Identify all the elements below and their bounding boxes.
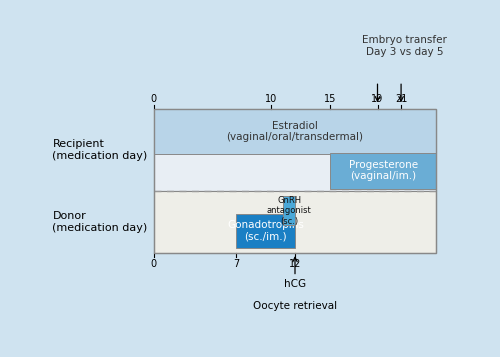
Text: 10: 10	[266, 94, 278, 104]
Text: 0: 0	[150, 258, 156, 268]
Text: Recipient
(medication day): Recipient (medication day)	[52, 139, 148, 161]
Bar	[154, 109, 437, 253]
Bar	[154, 109, 437, 191]
Text: 12: 12	[289, 258, 301, 268]
Text: Progesterone
(vaginal/im.): Progesterone (vaginal/im.)	[349, 160, 418, 181]
Bar	[154, 191, 437, 253]
Text: 15: 15	[324, 94, 336, 104]
Text: 0: 0	[150, 94, 156, 104]
Bar	[283, 196, 295, 225]
Text: Embryo transfer
Day 3 vs day 5: Embryo transfer Day 3 vs day 5	[362, 35, 447, 56]
Text: 7: 7	[233, 258, 239, 268]
Bar	[330, 152, 436, 189]
Text: 19: 19	[372, 94, 384, 104]
Text: Gonadotropins
(sc./im.): Gonadotropins (sc./im.)	[227, 220, 304, 242]
Text: Donor
(medication day): Donor (medication day)	[52, 211, 148, 233]
Text: GnRH
antagonist
(sc.): GnRH antagonist (sc.)	[266, 196, 312, 226]
Bar	[154, 109, 437, 154]
Bar	[236, 214, 295, 248]
Text: Estradiol
(vaginal/oral/transdermal): Estradiol (vaginal/oral/transdermal)	[226, 121, 364, 142]
Text: hCG: hCG	[284, 279, 306, 289]
Text: Oocyte retrieval: Oocyte retrieval	[253, 301, 337, 311]
Text: 21: 21	[395, 94, 407, 104]
